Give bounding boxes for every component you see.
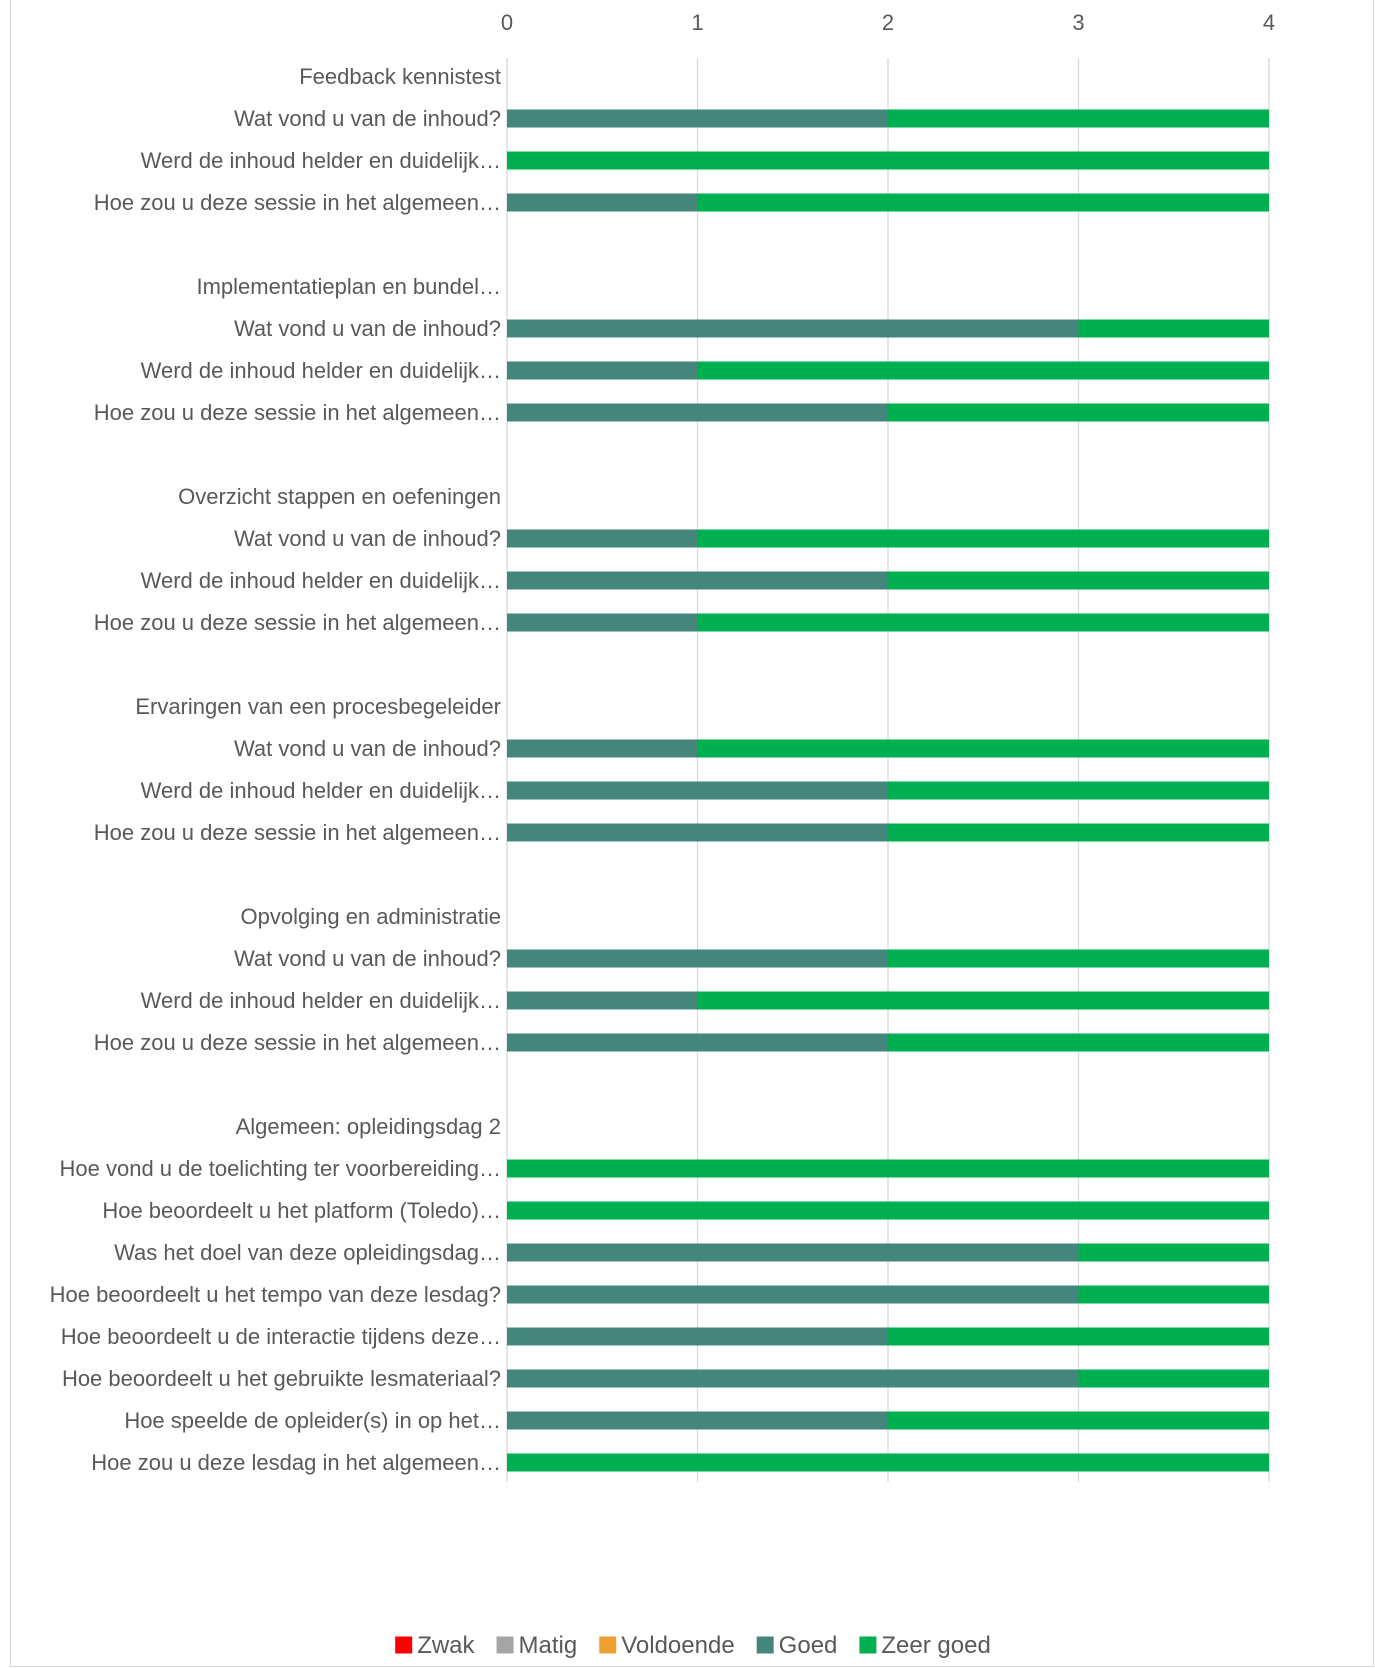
bar-segment — [888, 781, 1269, 800]
bar-segment — [697, 361, 1269, 380]
category-label: Feedback kennistest — [299, 64, 501, 89]
category-label: Overzicht stappen en oefeningen — [178, 484, 501, 509]
bar-segment — [697, 613, 1269, 632]
category-label: Hoe zou u deze sessie in het algemeen… — [94, 820, 501, 845]
category-label: Ervaringen van een procesbegeleider — [135, 694, 501, 719]
category-label: Hoe zou u deze sessie in het algemeen… — [94, 400, 501, 425]
bar-segment — [507, 1453, 1269, 1472]
bar-segment — [507, 991, 698, 1010]
x-tick-label: 4 — [1263, 10, 1275, 35]
bar-segment — [507, 571, 888, 590]
bars — [507, 109, 1269, 1472]
bar-segment — [507, 403, 888, 422]
legend-swatch — [756, 1636, 774, 1654]
legend-label: Voldoende — [621, 1632, 734, 1659]
bar-segment — [507, 613, 698, 632]
category-label: Hoe zou u deze sessie in het algemeen… — [94, 1030, 501, 1055]
category-label: Hoe beoordeelt u het gebruikte lesmateri… — [62, 1366, 501, 1391]
category-label: Hoe beoordeelt u de interactie tijdens d… — [61, 1324, 501, 1349]
bar-segment — [507, 109, 888, 128]
category-label: Wat vond u van de inhoud? — [234, 316, 501, 341]
category-label: Hoe zou u deze lesdag in het algemeen… — [91, 1450, 501, 1475]
bar-segment — [888, 1033, 1269, 1052]
category-label: Hoe zou u deze sessie in het algemeen… — [94, 190, 501, 215]
bar-segment — [888, 571, 1269, 590]
x-axis-ticks: 0 1 2 3 4 — [501, 10, 1275, 35]
bar-segment — [1078, 319, 1269, 338]
category-label: Wat vond u van de inhoud? — [234, 526, 501, 551]
bar-segment — [507, 361, 698, 380]
bar-segment — [888, 1411, 1269, 1430]
bar-segment — [888, 403, 1269, 422]
category-label: Wat vond u van de inhoud? — [234, 946, 501, 971]
legend-label: Zeer goed — [881, 1632, 990, 1659]
category-label: Hoe zou u deze sessie in het algemeen… — [94, 610, 501, 635]
bar-segment — [507, 1033, 888, 1052]
category-labels: Feedback kennistest Wat vond u van de inh… — [50, 64, 501, 1475]
legend-swatch — [599, 1636, 617, 1654]
legend-swatch — [496, 1636, 514, 1654]
category-label: Was het doel van deze opleidingsdag… — [114, 1240, 501, 1265]
bar-segment — [1078, 1369, 1269, 1388]
bar-segment — [507, 319, 1079, 338]
bar-segment — [888, 949, 1269, 968]
bar-segment — [507, 739, 698, 758]
category-label: Opvolging en administratie — [241, 904, 501, 929]
category-label: Werd de inhoud helder en duidelijk… — [141, 148, 501, 173]
legend-label: Matig — [519, 1632, 578, 1659]
stacked-bar-chart: 0 1 2 3 4 Feedback kennistest Wat vond u van … — [50, 10, 1275, 1659]
category-label: Hoe beoordeelt u het tempo van deze lesd… — [50, 1282, 501, 1307]
category-label: Implementatieplan en bundel… — [196, 274, 501, 299]
bar-segment — [507, 1285, 1079, 1304]
category-label: Werd de inhoud helder en duidelijk… — [141, 568, 501, 593]
bar-segment — [507, 151, 1269, 170]
chart-frame: 0 1 2 3 4 Feedback kennistest Wat vond u van … — [10, 0, 1374, 1667]
bar-segment — [697, 739, 1269, 758]
bar-segment — [507, 1411, 888, 1430]
legend-label: Zwak — [417, 1632, 475, 1659]
bar-segment — [507, 1201, 1269, 1220]
x-tick-label: 0 — [501, 10, 513, 35]
category-label: Wat vond u van de inhoud? — [234, 736, 501, 761]
category-label: Werd de inhoud helder en duidelijk… — [141, 988, 501, 1013]
legend-swatch — [395, 1636, 413, 1654]
gridlines — [506, 58, 1270, 1482]
legend: Zwak Matig Voldoende Goed Zeer goed — [395, 1632, 991, 1659]
bar-segment — [1078, 1285, 1269, 1304]
category-label: Werd de inhoud helder en duidelijk… — [141, 358, 501, 383]
bar-segment — [697, 193, 1269, 212]
legend-label: Goed — [779, 1632, 838, 1659]
bar-segment — [507, 1327, 888, 1346]
bar-segment — [888, 823, 1269, 842]
bar-segment — [507, 193, 698, 212]
x-tick-label: 3 — [1072, 10, 1084, 35]
bar-segment — [888, 1327, 1269, 1346]
bar-segment — [507, 1243, 1079, 1262]
x-tick-label: 1 — [691, 10, 703, 35]
legend-swatch — [859, 1636, 877, 1654]
category-label: Hoe speelde de opleider(s) in op het… — [124, 1408, 501, 1433]
bar-segment — [507, 1369, 1079, 1388]
category-label: Werd de inhoud helder en duidelijk… — [141, 778, 501, 803]
category-label: Hoe beoordeelt u het platform (Toledo)… — [102, 1198, 501, 1223]
x-tick-label: 2 — [882, 10, 894, 35]
category-label: Algemeen: opleidingsdag 2 — [236, 1114, 501, 1139]
bar-segment — [888, 109, 1269, 128]
bar-segment — [507, 781, 888, 800]
bar-segment — [507, 823, 888, 842]
bar-segment — [507, 949, 888, 968]
bar-segment — [507, 529, 698, 548]
bar-segment — [1078, 1243, 1269, 1262]
bar-segment — [697, 529, 1269, 548]
bar-segment — [697, 991, 1269, 1010]
bar-segment — [507, 1159, 1269, 1178]
category-label: Wat vond u van de inhoud? — [234, 106, 501, 131]
category-label: Hoe vond u de toelichting ter voorbereid… — [60, 1156, 502, 1181]
